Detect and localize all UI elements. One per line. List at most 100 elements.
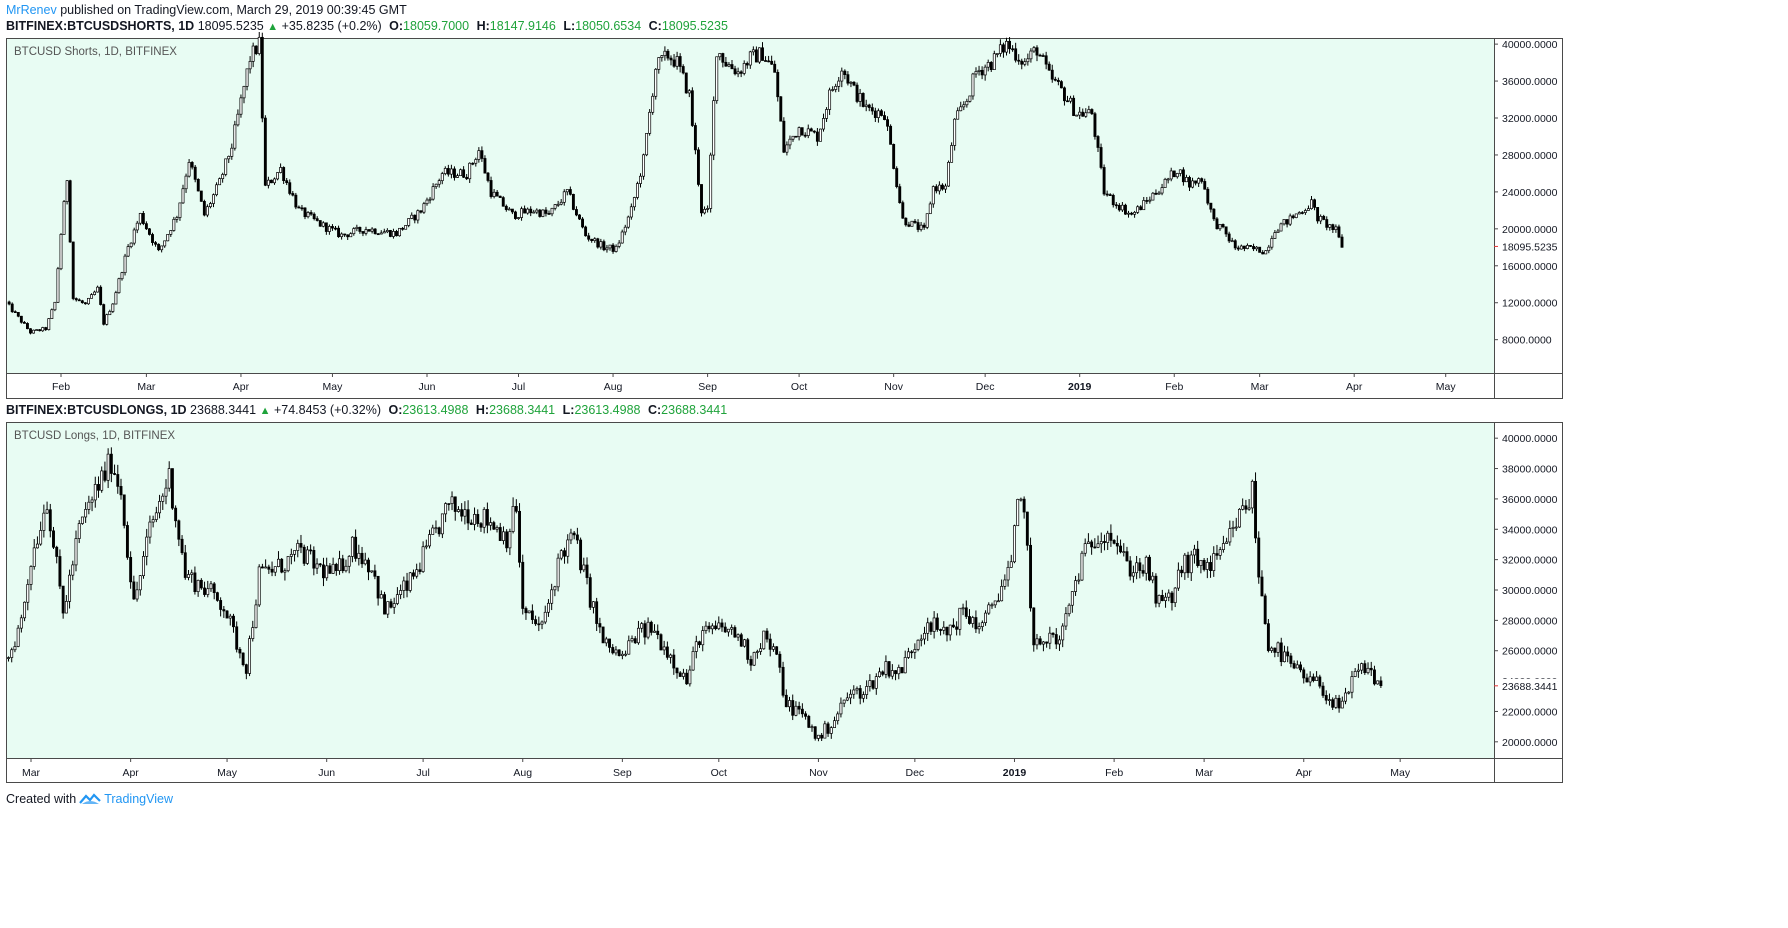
candle-body xyxy=(181,188,185,204)
candle-body xyxy=(1112,540,1116,544)
candle-body xyxy=(939,629,943,631)
candle-body xyxy=(193,166,197,180)
x-tick-label: Feb xyxy=(52,381,70,393)
candle-body xyxy=(897,667,901,675)
pane2-legend: BITFINEX:BTCUSDLONGS, 1D 23688.3441 ▲ +7… xyxy=(6,403,728,417)
plot-background xyxy=(6,422,1495,759)
candle-body xyxy=(627,640,631,655)
candle-body xyxy=(630,638,634,642)
candle-body xyxy=(1258,246,1262,253)
candle-body xyxy=(77,523,81,539)
candle-body xyxy=(1090,109,1094,115)
candle-body xyxy=(540,621,544,625)
candle-body xyxy=(505,531,509,549)
candle-body xyxy=(501,197,505,207)
candle-body xyxy=(422,203,426,213)
candle-body xyxy=(852,689,856,695)
candle-body xyxy=(1363,663,1367,674)
candle-body xyxy=(367,229,371,232)
candle-body xyxy=(1013,525,1016,563)
candle-body xyxy=(1366,667,1370,674)
candle-body xyxy=(931,186,935,205)
pane-2: 40000.0000 38000.0000 36000.0000 34000.0000… xyxy=(6,422,1563,783)
candle-body xyxy=(1026,58,1030,63)
candle-body xyxy=(270,568,274,573)
candle-body xyxy=(416,210,420,221)
candle-body xyxy=(1242,245,1246,249)
candle-body xyxy=(956,110,960,120)
tradingview-link[interactable]: TradingView xyxy=(104,792,173,806)
author-link[interactable]: MrRenev xyxy=(6,3,57,17)
candle-body xyxy=(816,734,820,739)
candle-body xyxy=(1263,595,1267,625)
candle-body xyxy=(125,525,129,558)
candle-body xyxy=(942,626,946,631)
pane-frame xyxy=(6,38,1563,399)
candle-body xyxy=(1151,575,1155,581)
x-tick-label: Nov xyxy=(884,381,903,393)
candle-body xyxy=(1369,667,1373,671)
candle-body xyxy=(624,653,628,656)
candle-body xyxy=(498,195,502,198)
candle-body xyxy=(26,584,30,603)
candle-body xyxy=(1148,199,1152,202)
candle-body xyxy=(684,72,688,94)
candle-body xyxy=(392,231,395,237)
candle-body xyxy=(341,558,345,572)
candle-body xyxy=(639,175,642,184)
candle-body xyxy=(818,128,822,142)
candle-body xyxy=(504,205,508,210)
candle-body xyxy=(773,63,777,73)
candle-body xyxy=(361,231,365,234)
candle-body xyxy=(806,128,810,136)
candle-body xyxy=(347,556,351,567)
candle-body xyxy=(541,209,545,217)
candle-body xyxy=(415,569,419,577)
candle-body xyxy=(971,73,975,97)
candle-body xyxy=(148,228,151,235)
candle-body xyxy=(534,619,538,625)
publish-info: MrRenev published on TradingView.com, Ma… xyxy=(6,3,407,17)
candle-body xyxy=(1127,212,1130,215)
candle-body xyxy=(218,178,222,186)
candle-body xyxy=(916,639,920,650)
candle-body xyxy=(325,565,329,579)
candle-body xyxy=(1231,526,1235,529)
candle-body xyxy=(1267,246,1271,252)
price-tag-label: 18095.5235 xyxy=(1502,241,1558,253)
candle-body xyxy=(230,147,234,157)
candle-body xyxy=(1020,60,1024,65)
candle-body xyxy=(360,552,364,565)
candle-body xyxy=(58,556,62,587)
candle-body xyxy=(649,621,653,633)
up-arrow-icon: ▲ xyxy=(267,21,279,33)
candle-body xyxy=(93,291,96,295)
candle-body xyxy=(453,168,456,178)
candle-body xyxy=(437,527,441,535)
candle-body xyxy=(309,549,313,552)
pane1-close: 18095.5235 xyxy=(661,19,728,33)
y-tick-label: 12000.0000 xyxy=(1502,298,1558,310)
candle-body xyxy=(743,639,746,647)
candle-body xyxy=(1193,548,1196,556)
candle-body xyxy=(444,503,448,515)
candle-body xyxy=(190,572,194,575)
candle-body xyxy=(810,726,814,729)
candle-body xyxy=(1270,647,1274,651)
candle-body xyxy=(1302,669,1306,679)
candle-body xyxy=(142,556,145,577)
candle-body xyxy=(56,268,60,303)
candle-body xyxy=(413,214,417,221)
candle-body xyxy=(187,574,190,578)
candle-body xyxy=(257,566,261,606)
x-tick-label: Feb xyxy=(1165,381,1183,393)
candle-body xyxy=(1072,97,1076,116)
candle-body xyxy=(1228,528,1232,543)
candle-body xyxy=(1189,554,1193,574)
y-tick-label: 36000.0000 xyxy=(1502,76,1558,88)
candle-body xyxy=(932,617,936,632)
candle-body xyxy=(903,657,907,674)
candle-body xyxy=(797,705,801,710)
candle-body xyxy=(611,244,615,252)
